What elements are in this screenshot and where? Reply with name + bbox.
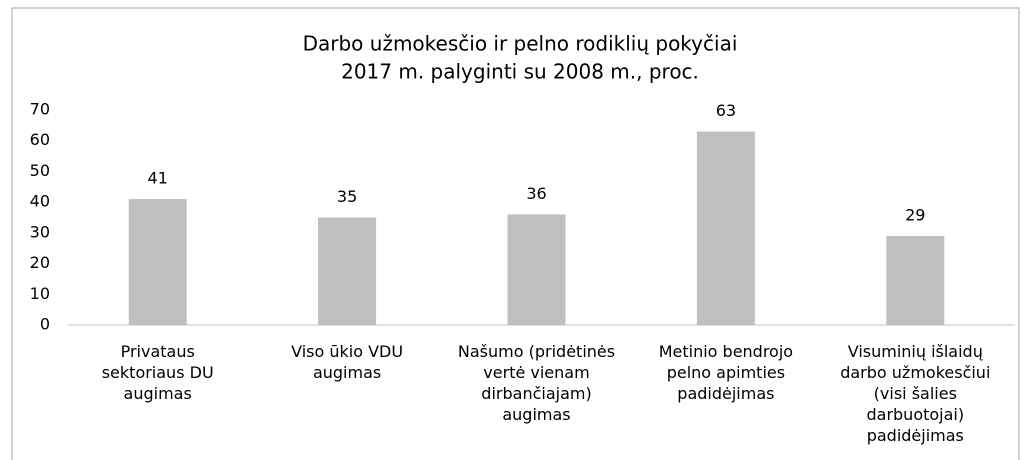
data-label: 41 (148, 169, 168, 188)
data-label: 29 (905, 205, 925, 224)
x-tick-label-line: darbo užmokesčiui (840, 363, 990, 382)
y-tick-label: 30 (30, 222, 50, 241)
x-tick-label-line: padidėjimas (867, 426, 964, 445)
data-label: 35 (337, 187, 357, 206)
x-tick-label-line: Privataus (121, 342, 195, 361)
bar (507, 214, 566, 325)
x-tick-label-line: vertė vienam (483, 363, 589, 382)
y-tick-label: 50 (30, 161, 50, 180)
y-tick-label: 60 (30, 130, 50, 149)
x-tick-label-line: augimas (124, 384, 192, 403)
x-tick-label-line: dirbančiajam) (481, 384, 591, 403)
data-label: 63 (716, 101, 736, 120)
x-tick-label-line: (visi šalies (874, 384, 957, 403)
y-tick-label: 70 (30, 100, 50, 119)
data-label: 36 (526, 184, 546, 203)
x-tick-label-line: darbuotojai) (866, 405, 964, 424)
x-tick-label: Viso ūkio VDU augimas (291, 342, 403, 382)
x-tick-label-line: Našumo (pridėtinės (458, 342, 615, 361)
x-tick-label: Visuminių išlaidų darbo užmokesčiui (visi … (840, 342, 990, 445)
chart-title: Darbo užmokesčio ir pelno rodiklių pokyč… (303, 32, 738, 56)
bar (886, 235, 945, 325)
x-tick-label-line: padidėjimas (677, 384, 774, 403)
bar (696, 131, 755, 325)
x-tick-label: Našumo (pridėtinės vertė vienam dirbančiaj… (458, 342, 615, 424)
bar (128, 199, 187, 325)
y-tick-label: 40 (30, 192, 50, 211)
x-tick-label-line: augimas (502, 405, 570, 424)
bar (318, 217, 377, 325)
x-tick-label: Privataus sektoriaus DU augimas (102, 342, 214, 403)
y-tick-label: 20 (30, 253, 50, 272)
x-tick-label-line: augimas (313, 363, 381, 382)
x-tick-label-line: pelno apimties (667, 363, 785, 382)
x-tick-label-line: Metinio bendrojo (659, 342, 793, 361)
x-tick-label: Metinio bendrojo pelno apimties padidėjima… (659, 342, 793, 403)
x-tick-label-line: sektoriaus DU (102, 363, 214, 382)
y-tick-label: 0 (40, 315, 50, 334)
chart-title: 2017 m. palyginti su 2008 m., proc. (341, 60, 699, 84)
x-tick-label-line: Visuminių išlaidų (848, 342, 983, 361)
x-tick-label-line: Viso ūkio VDU (291, 342, 403, 361)
y-tick-label: 10 (30, 284, 50, 303)
